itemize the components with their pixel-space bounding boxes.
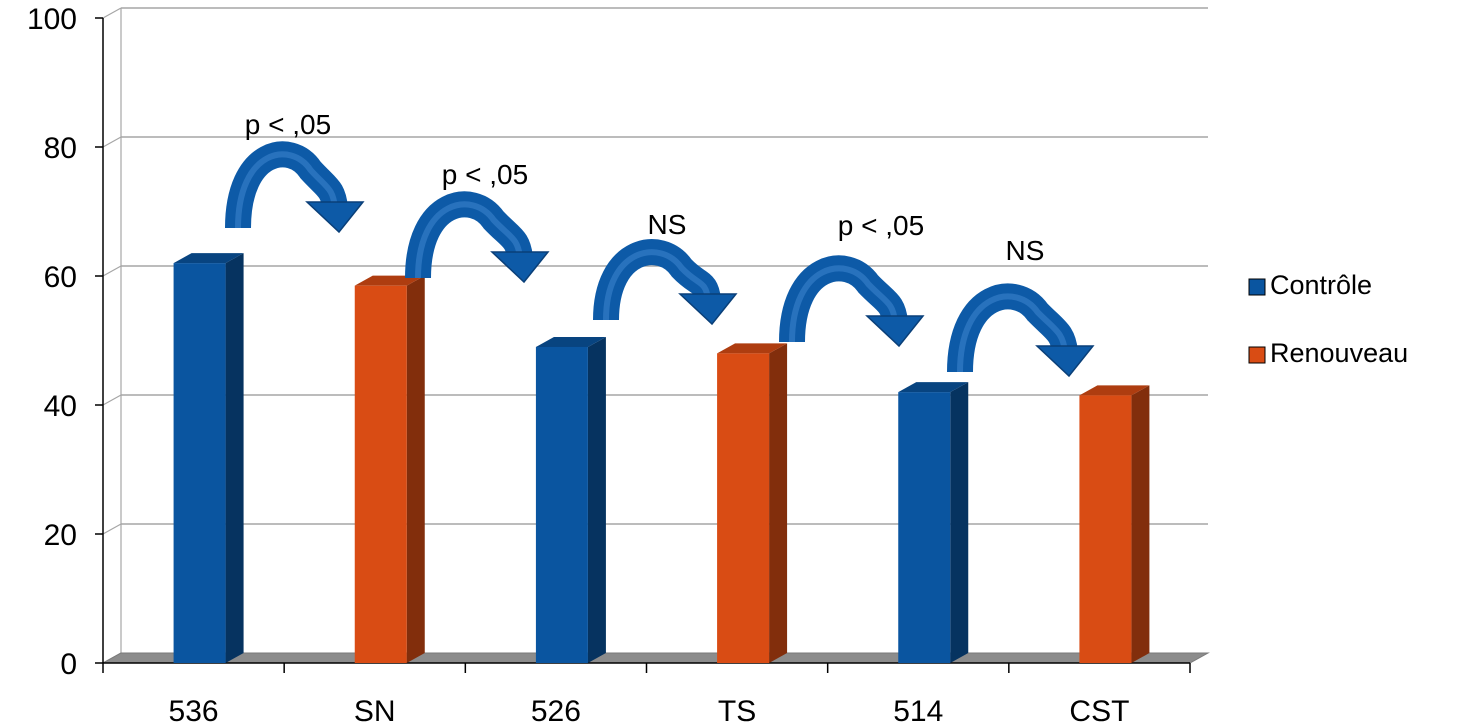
significance-label: p < ,05 (838, 210, 924, 241)
arrow-head (490, 251, 550, 284)
arrow-body (947, 283, 1078, 373)
arrow-body (779, 255, 908, 343)
bar-top (717, 343, 788, 354)
bar-side (1131, 385, 1150, 663)
bar-side (950, 382, 969, 663)
gridline-depth (102, 136, 122, 148)
chart-floor (101, 652, 1210, 664)
axes: 0 20 40 60 80 100 536 SN 526 TS 514 CST (27, 3, 1191, 728)
significance-label: p < ,05 (245, 109, 331, 140)
legend-swatch (1248, 278, 1266, 296)
curved-arrow (593, 239, 738, 326)
bar (354, 275, 425, 663)
bar-side (406, 275, 425, 663)
arrow-highlight (957, 293, 1068, 373)
significance-label: p < ,05 (442, 159, 528, 190)
bar-front (1079, 395, 1132, 663)
legend-label: Renouveau (1270, 338, 1408, 368)
y-tick-label: 40 (44, 390, 77, 423)
curved-arrow (405, 191, 550, 284)
y-tick-label: 60 (44, 261, 77, 294)
comparison-arrows: p < ,05 p < ,05 NS p < ,05 NS (225, 109, 1095, 378)
gridline-depth (102, 7, 122, 19)
arrow-highlight (235, 151, 338, 229)
arrow-body (405, 191, 533, 279)
x-tick-label: SN (354, 695, 396, 728)
bar-side (225, 253, 244, 663)
arrow-highlight (603, 249, 711, 321)
bar-front (173, 263, 226, 663)
y-tick-label: 100 (27, 3, 77, 36)
gridline-depth (102, 265, 122, 277)
bar-side (769, 343, 788, 663)
gridline-depth (102, 523, 122, 535)
significance-label: NS (648, 209, 687, 240)
bar-top (1079, 385, 1150, 396)
bar (898, 382, 969, 663)
curved-arrow (947, 283, 1095, 378)
arrow-head (865, 315, 925, 348)
legend: Contrôle Renouveau (1248, 270, 1408, 368)
x-tick-label: 514 (893, 695, 943, 728)
bar-front (535, 346, 588, 663)
arrow-highlight (415, 201, 523, 279)
significance-label: NS (1006, 235, 1045, 266)
arrow-body (225, 141, 348, 229)
arrow-head (305, 201, 365, 234)
bar-front (354, 285, 407, 663)
legend-swatch (1248, 346, 1266, 364)
arrow-head (678, 293, 738, 326)
y-tick-label: 20 (44, 519, 77, 552)
bar (717, 343, 788, 663)
arrow-highlight (789, 265, 898, 343)
bar-top (898, 382, 969, 393)
bar (173, 253, 244, 663)
x-tick-label: 536 (169, 695, 219, 728)
gridline-depth (102, 394, 122, 406)
x-tick-label: CST (1069, 695, 1129, 728)
grid-lines (102, 7, 1208, 664)
y-tick-label: 0 (60, 648, 77, 681)
floor-plane (101, 652, 1210, 664)
y-tick-label: 80 (44, 132, 77, 165)
bar (535, 336, 606, 663)
bars (173, 253, 1150, 663)
legend-label: Contrôle (1270, 270, 1372, 300)
x-tick-label: 526 (531, 695, 581, 728)
bar-front (717, 353, 770, 663)
bar-top (173, 253, 244, 264)
bar-side (587, 336, 606, 663)
bar-front (898, 392, 951, 663)
bar (1079, 385, 1150, 663)
curved-arrow (779, 255, 925, 348)
bar-top (535, 336, 606, 347)
curved-arrow (225, 141, 365, 234)
arrow-head (1035, 345, 1095, 378)
arrow-body (593, 239, 721, 321)
x-tick-label: TS (718, 695, 756, 728)
bar-top (354, 275, 425, 286)
